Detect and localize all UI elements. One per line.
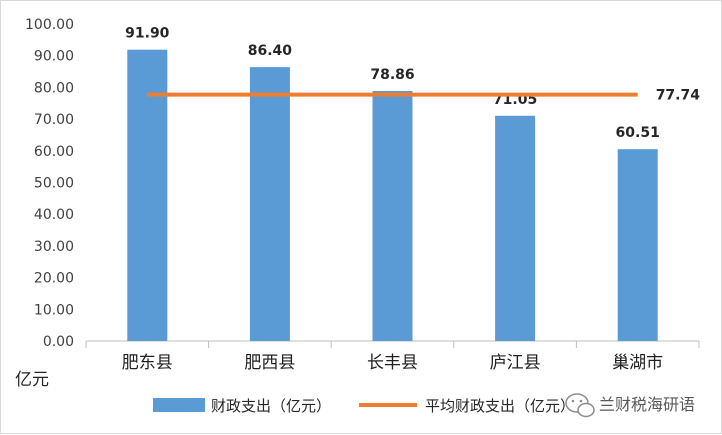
category-label: 长丰县 <box>367 353 418 373</box>
y-tick-label: 40.00 <box>34 207 74 223</box>
y-tick-label: 30.00 <box>34 239 74 255</box>
y-tick-label: 100.00 <box>25 17 74 33</box>
y-tick-label: 50.00 <box>34 176 74 192</box>
bar <box>495 115 536 341</box>
bar <box>127 49 168 341</box>
category-label: 肥东县 <box>122 353 173 373</box>
y-tick-label: 60.00 <box>34 144 74 160</box>
y-tick-label: 0.00 <box>43 334 74 350</box>
watermark-text: 兰财税海研语 <box>599 395 695 414</box>
y-axis-ticks: 0.00 10.00 20.00 30.00 40.00 50.00 60.00 70.00 8… <box>25 17 74 350</box>
y-tick-label: 10.00 <box>34 302 74 318</box>
bar <box>249 67 290 341</box>
y-axis-unit-label: 亿元 <box>15 370 49 390</box>
legend-bar-label: 财政支出（亿元） <box>211 397 331 415</box>
category-label: 肥西县 <box>244 353 295 373</box>
bar <box>372 91 413 342</box>
bar-data-label: 78.86 <box>370 67 414 83</box>
y-tick-label: 20.00 <box>34 271 74 287</box>
bar-data-label: 60.51 <box>616 125 660 141</box>
average-line-label: 77.74 <box>656 88 701 104</box>
category-label: 巢湖市 <box>612 353 663 373</box>
y-tick-label: 70.00 <box>34 112 74 128</box>
legend-bar-swatch <box>153 398 205 412</box>
y-tick-label: 90.00 <box>34 49 74 65</box>
bars <box>127 49 658 342</box>
category-label: 庐江县 <box>490 353 541 373</box>
bar-data-label: 86.40 <box>248 43 293 59</box>
y-tick-label: 80.00 <box>34 80 74 96</box>
legend-line-label: 平均财政支出（亿元） <box>425 397 575 415</box>
x-axis-tick-marks <box>85 341 700 348</box>
bar-data-label: 91.90 <box>125 26 170 42</box>
category-labels: 肥东县 肥西县 长丰县 庐江县 巢湖市 <box>122 353 663 373</box>
wechat-icon <box>565 393 595 418</box>
bar <box>617 149 658 341</box>
